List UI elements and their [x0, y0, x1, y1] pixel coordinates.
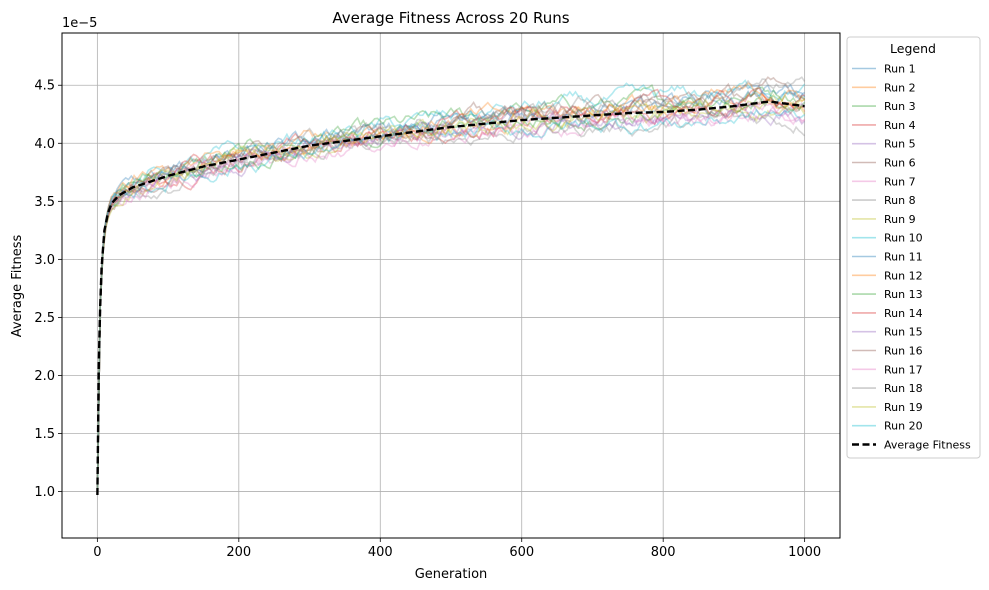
average-line-group: [96, 100, 805, 496]
y-tick-label: 3.0: [34, 253, 55, 268]
run-line: [96, 79, 806, 496]
y-tick-label: 3.5: [34, 195, 55, 210]
x-axis-ticks: 0 200 400 600 800 1000: [93, 538, 821, 560]
legend-entry-label: Run 14: [884, 307, 923, 320]
legend-entry-label: Run 2: [884, 81, 916, 94]
legend-entry-label: Run 13: [884, 288, 923, 301]
average-fitness-line: [96, 100, 805, 496]
run-line: [96, 83, 806, 496]
run-line: [96, 108, 806, 496]
x-axis-label: Generation: [415, 567, 488, 582]
legend-entry-label: Run 5: [884, 138, 916, 151]
legend-entry-label: Run 1: [884, 63, 916, 76]
legend-entry-label: Run 11: [884, 251, 923, 264]
legend-entry-label: Run 18: [884, 382, 923, 395]
legend-entry-label: Run 15: [884, 326, 923, 339]
run-line: [96, 110, 806, 496]
grid-lines: [62, 33, 840, 538]
y-tick-label: 2.0: [34, 369, 55, 384]
run-line: [96, 103, 806, 496]
run-line: [96, 94, 806, 496]
legend-entry-label: Run 8: [884, 194, 916, 207]
x-tick-label: 800: [651, 545, 676, 560]
x-tick-label: 200: [226, 545, 251, 560]
y-tick-label: 4.0: [34, 137, 55, 152]
x-tick-label: 400: [368, 545, 393, 560]
y-tick-label: 4.5: [34, 79, 55, 94]
chart-title: Average Fitness Across 20 Runs: [332, 9, 569, 27]
legend-entry-label: Run 17: [884, 363, 923, 376]
legend-entry-label: Run 4: [884, 119, 916, 132]
y-tick-label: 1.0: [34, 485, 55, 500]
plot-frame: [61, 32, 841, 539]
legend-entry-label: Run 10: [884, 232, 923, 245]
legend-entry-label: Run 3: [884, 100, 916, 113]
y-axis-label: Average Fitness: [10, 235, 25, 338]
x-tick-label: 1000: [788, 545, 821, 560]
legend: Legend Run 1 Run 2 Run 3 Run 4 Run 5 Run 6 Run…: [846, 36, 981, 459]
run-line: [96, 87, 805, 496]
legend-entry-label: Run 19: [884, 401, 923, 414]
x-tick-label: 600: [509, 545, 534, 560]
legend-entry-label: Run 16: [884, 345, 923, 358]
run-line: [96, 76, 805, 496]
y-axis-ticks: 1.0 1.5 2.0 2.5 3.0 3.5 4.0 4.5: [34, 79, 62, 500]
run-line: [96, 89, 806, 496]
legend-title: Legend: [890, 41, 936, 56]
run-line: [96, 83, 806, 496]
legend-entry-label: Run 20: [884, 420, 923, 433]
legend-entry-label: Run 9: [884, 213, 916, 226]
run-line: [96, 101, 806, 496]
legend-entry-label: Run 6: [884, 157, 916, 170]
x-tick-label: 0: [93, 545, 101, 560]
y-scale-offset-label: 1e−5: [62, 16, 97, 31]
run-line: [96, 105, 805, 496]
legend-entry-label: Run 12: [884, 269, 923, 282]
legend-entry-label: Run 7: [884, 175, 916, 188]
y-tick-label: 1.5: [34, 427, 55, 442]
legend-box: [846, 36, 981, 459]
legend-entry-label: Average Fitness: [884, 439, 971, 452]
run-line: [96, 98, 805, 496]
y-tick-label: 2.5: [34, 311, 55, 326]
run-line: [96, 82, 806, 496]
run-line: [96, 95, 806, 496]
